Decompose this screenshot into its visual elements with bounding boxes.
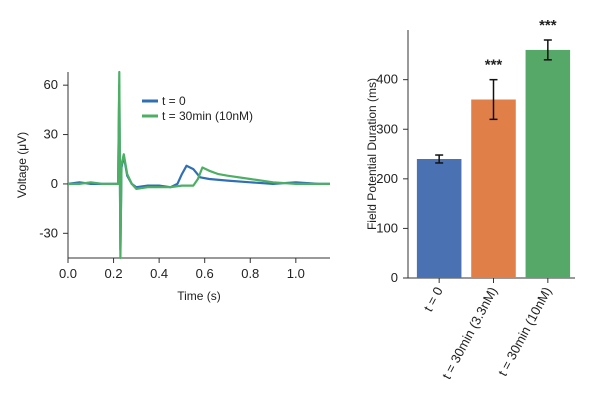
category-label: t = 30min (10nM) — [495, 284, 555, 378]
y-axis-title: Field Potential Duration (ms) — [365, 78, 379, 230]
legend-label-1: t = 0 — [162, 94, 186, 108]
bar-2 — [471, 99, 516, 278]
x-tick-label: 0.8 — [241, 266, 259, 281]
category-label: t = 0 — [421, 284, 446, 314]
y-tick-label: 400 — [376, 72, 398, 87]
y-axis-title: Voltage (μV) — [15, 132, 29, 198]
x-tick-label: 0.2 — [105, 266, 123, 281]
significance-stars: *** — [539, 17, 557, 34]
y-tick-label: 200 — [376, 171, 398, 186]
x-axis-title: Time (s) — [177, 289, 221, 303]
x-tick-label: 0.6 — [196, 266, 214, 281]
y-tick-label: 0 — [51, 176, 58, 191]
y-tick-label: -30 — [39, 225, 58, 240]
y-tick-label: 300 — [376, 121, 398, 136]
y-tick-label: 0 — [391, 270, 398, 285]
legend-label-2: t = 30min (10nM) — [162, 109, 253, 123]
category-label: t = 30min (3.3nM) — [439, 284, 500, 381]
x-tick-label: 1.0 — [287, 266, 305, 281]
y-tick-label: 30 — [44, 127, 58, 142]
bar-3 — [525, 49, 571, 278]
x-tick-label: 0.0 — [59, 266, 77, 281]
bar-1 — [416, 159, 462, 278]
y-tick-label: 100 — [376, 220, 398, 235]
y-tick-label: 60 — [44, 77, 58, 92]
trace-series-2 — [68, 70, 330, 260]
significance-stars: *** — [485, 57, 503, 74]
x-tick-label: 0.4 — [150, 266, 168, 281]
voltage-trace-chart: 60 30 0 -30 0.0 0.2 0.4 0.6 0.8 1.0 Time (s) Voltag… — [15, 70, 330, 303]
